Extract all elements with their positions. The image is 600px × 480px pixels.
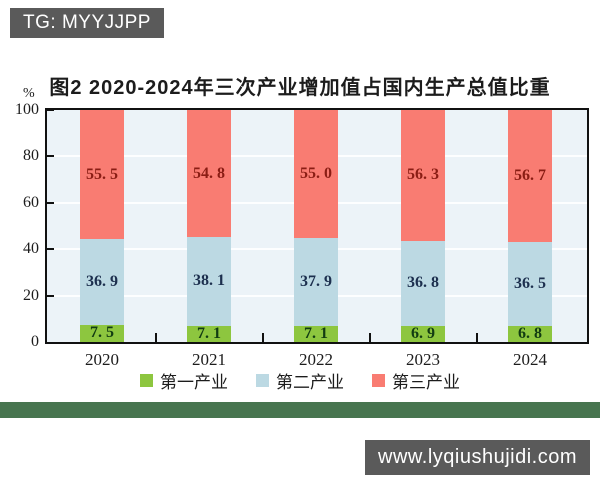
bar-value-label: 6. 9 (411, 325, 435, 343)
legend-swatch-icon (140, 374, 153, 387)
x-axis-tick (475, 333, 478, 342)
bar-segment: 7. 1 (187, 324, 231, 342)
bar-segment: 36. 9 (80, 239, 124, 325)
bar-2024: 6. 8 36. 5 56. 7 (508, 110, 552, 342)
bar-value-label: 55. 0 (300, 164, 332, 182)
bar-value-label: 6. 8 (518, 325, 542, 343)
legend-item: 第二产业 (256, 368, 344, 393)
y-axis-tick-label: 80 (23, 147, 39, 165)
y-axis-tick (47, 109, 54, 111)
bar-value-label: 7. 1 (304, 324, 328, 342)
bar-value-label: 55. 5 (86, 165, 118, 183)
legend-item: 第一产业 (140, 368, 228, 393)
legend-item: 第三产业 (372, 368, 460, 393)
legend-label: 第二产业 (276, 373, 344, 392)
x-axis-label: 2022 (299, 350, 333, 369)
bar-value-label: 36. 5 (514, 274, 546, 292)
x-axis-label: 2024 (513, 350, 547, 369)
y-axis-tick-label: 20 (23, 286, 39, 304)
plot-area: % 0 20 40 60 80 100 7. 5 36. 9 55. 5 2020 7. 1 38. … (15, 86, 589, 369)
bar-2021: 7. 1 38. 1 54. 8 (187, 110, 231, 342)
bar-value-label: 54. 8 (193, 164, 225, 182)
bar-value-label: 7. 5 (90, 324, 114, 342)
y-axis-tick-label: 40 (23, 240, 39, 258)
x-axis-tick (368, 333, 371, 342)
bar-segment: 36. 8 (401, 240, 445, 326)
watermark-badge-top: TG: MYYJJPP (10, 8, 164, 38)
bar-segment: 56. 7 (508, 110, 552, 242)
bar-segment: 55. 5 (80, 110, 124, 239)
bar-segment: 38. 1 (187, 237, 231, 326)
bar-value-label: 36. 8 (407, 274, 439, 292)
bar-segment: 55. 0 (294, 110, 338, 238)
y-axis-tick (47, 201, 54, 204)
x-axis-label: 2023 (406, 350, 440, 369)
watermark-badge-bottom: www.lyqiushujidi.com (365, 440, 590, 475)
bar-segment: 54. 8 (187, 110, 231, 238)
y-axis-tick (47, 294, 54, 297)
x-axis-tick (261, 333, 264, 342)
bar-segment: 7. 1 (294, 324, 338, 342)
bar-value-label: 56. 3 (407, 166, 439, 184)
legend-label: 第三产业 (392, 373, 460, 392)
bar-2020: 7. 5 36. 9 55. 5 (80, 110, 124, 342)
bar-segment: 7. 5 (80, 324, 124, 342)
bar-segment: 6. 9 (401, 325, 445, 343)
x-axis-label: 2021 (192, 350, 226, 369)
bar-value-label: 56. 7 (514, 166, 546, 184)
legend-swatch-icon (372, 374, 385, 387)
bar-value-label: 7. 1 (197, 324, 221, 342)
x-axis-label: 2020 (85, 350, 119, 369)
y-axis-tick-label: 60 (23, 193, 39, 211)
bar-segment: 37. 9 (294, 237, 338, 326)
y-axis-unit-label: % (23, 86, 35, 101)
legend-swatch-icon (256, 374, 269, 387)
chart-legend: 第一产业 第二产业 第三产业 (0, 368, 600, 393)
bar-value-label: 37. 9 (300, 272, 332, 290)
y-axis-tick-label: 100 (15, 101, 39, 118)
y-axis-tick-label: 0 (31, 333, 39, 350)
bar-2023: 6. 9 36. 8 56. 3 (401, 110, 445, 342)
y-axis-tick (47, 155, 54, 158)
y-axis-tick (47, 248, 54, 251)
bar-segment: 6. 8 (508, 325, 552, 343)
bar-segment: 36. 5 (508, 241, 552, 327)
bar-segment: 56. 3 (401, 110, 445, 241)
bar-value-label: 36. 9 (86, 272, 118, 290)
x-axis-tick (154, 333, 157, 342)
bar-2022: 7. 1 37. 9 55. 0 (294, 110, 338, 342)
chart-title: 图2 2020-2024年三次产业增加值占国内生产总值比重 (49, 77, 551, 99)
divider-band (0, 402, 600, 418)
bar-value-label: 38. 1 (193, 272, 225, 290)
legend-label: 第一产业 (160, 373, 228, 392)
